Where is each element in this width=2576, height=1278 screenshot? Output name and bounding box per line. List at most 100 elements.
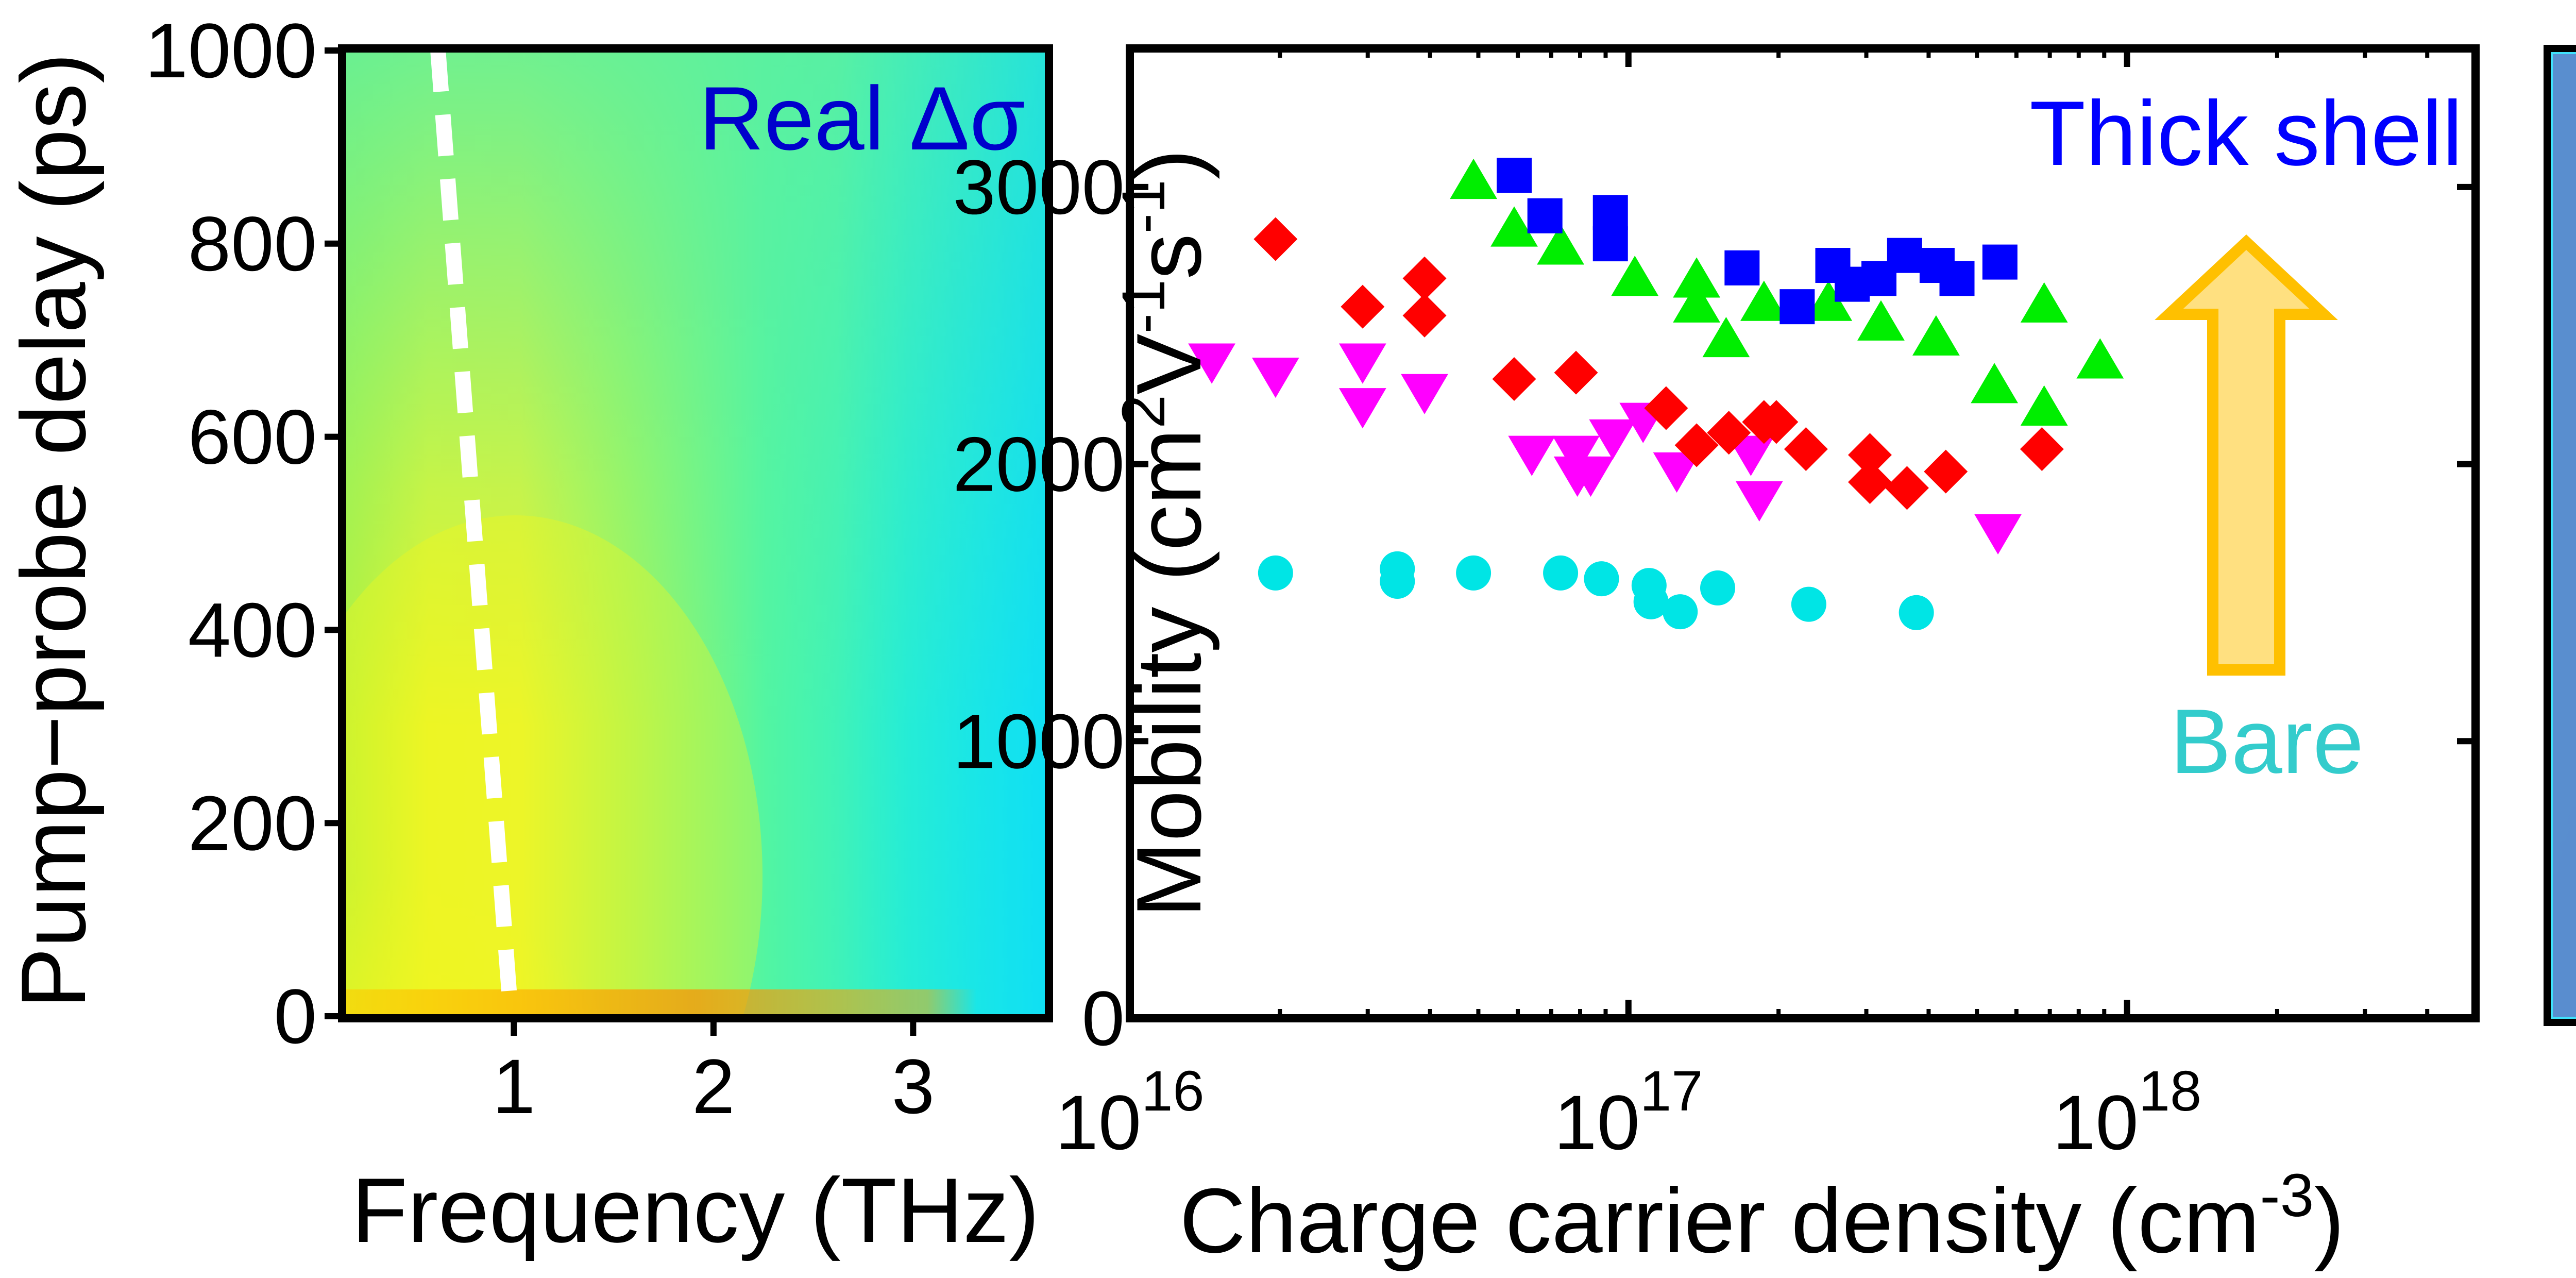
heatmap-annotation: Real Δσ (699, 69, 1025, 169)
data-point-circle (1700, 570, 1735, 606)
data-point-circle (1633, 584, 1669, 619)
y-tick-label: 1000 (145, 7, 317, 94)
data-point-triangle-down (1508, 435, 1556, 476)
series-shell-1 (1188, 343, 2022, 554)
mobility-scatter-panel: 1016 1017 1018 0 1000 2000 3000 Thick shell Ba… (953, 44, 2480, 1272)
data-point-square (1497, 158, 1532, 193)
data-point-diamond (1492, 357, 1536, 401)
data-point-diamond (1848, 433, 1892, 477)
data-point-diamond (1402, 256, 1447, 300)
x-tick-label: 3 (892, 1043, 935, 1130)
bare-to-thick-shell-arrow (2155, 234, 2338, 676)
annotation-bare: Bare (2170, 690, 2364, 793)
data-point-triangle-down (1727, 435, 1775, 476)
data-point-triangle-up (1537, 224, 1584, 265)
data-point-circle (1380, 564, 1415, 599)
data-point-square (1724, 250, 1760, 285)
data-point-triangle-up (1805, 280, 1853, 321)
data-point-triangle-up (1971, 363, 2019, 403)
series-bare (1258, 551, 1934, 630)
data-point-triangle-down (1567, 456, 1615, 497)
x-tick-label: 1016 (1055, 1060, 1204, 1166)
x-tick-label: 1 (493, 1043, 535, 1130)
data-point-triangle-down (1401, 374, 1448, 414)
y-tick-label: 0 (1082, 975, 1125, 1062)
data-point-square (1887, 238, 1922, 273)
data-point-triangle-up (1450, 158, 1497, 199)
data-point-triangle-down (1735, 481, 1783, 522)
x-tick-label: 1018 (2053, 1060, 2201, 1166)
sem-image (2550, 52, 2576, 1019)
data-point-diamond (1402, 293, 1447, 338)
data-point-triangle-up (2020, 282, 2068, 323)
y-tick-label: 1000 (953, 698, 1125, 784)
data-point-triangle-down (1338, 343, 1386, 384)
data-point-diamond (2020, 427, 2064, 472)
x-tick-label: 2 (692, 1043, 735, 1130)
y-tick-label: 3000 (953, 144, 1125, 230)
data-point-diamond (1341, 284, 1385, 329)
heatmap-x-label: Frequency (THz) (351, 1159, 1039, 1262)
data-point-triangle-down (1552, 435, 1600, 476)
series-shell-3 (1450, 158, 2124, 426)
data-point-diamond (1784, 427, 1828, 472)
data-point-square (1982, 244, 2018, 280)
data-point-diamond (1848, 460, 1892, 505)
data-point-circle (1456, 555, 1492, 591)
arrow-up-icon (2155, 234, 2338, 676)
sem-frame (2544, 45, 2576, 1026)
data-point-triangle-up (1490, 206, 1538, 247)
data-point-triangle-down (1974, 514, 2022, 554)
data-point-diamond (1253, 217, 1298, 261)
y-tick-label: 600 (188, 394, 317, 480)
y-tick-label: 2000 (953, 421, 1125, 508)
scatter-points (1188, 158, 2124, 630)
data-point-triangle-up (1912, 315, 1960, 356)
data-point-square (1592, 195, 1628, 230)
data-point-triangle-down (1251, 357, 1299, 398)
data-point-square (1527, 198, 1563, 233)
y-tick-label: 400 (188, 586, 317, 673)
data-point-diamond (1754, 400, 1799, 444)
scatter-ticks: 1016 1017 1018 0 1000 2000 3000 (953, 48, 2478, 1166)
sem-image-panel: 1 μm (2544, 45, 2576, 1026)
data-point-triangle-down (1338, 388, 1386, 429)
x-tick-label: 1017 (1554, 1060, 1703, 1166)
scatter-x-label: Charge carrier density (cm-3) (1179, 1162, 2344, 1272)
data-point-triangle-up (1857, 300, 1905, 341)
heatmap-y-label: Pump−probe delay (ps) (2, 53, 105, 1008)
heatmap-x-ticks: 1 2 3 (493, 1018, 935, 1130)
data-point-diamond (1707, 411, 1751, 455)
data-point-circle (1258, 555, 1293, 591)
data-point-triangle-up (1611, 256, 1659, 296)
data-point-diamond (1674, 423, 1719, 467)
data-point-triangle-up (1673, 282, 1720, 323)
data-point-triangle-up (1702, 316, 1750, 358)
data-point-circle (1543, 555, 1579, 591)
data-point-square (1780, 289, 1815, 325)
series-shell-2 (1253, 217, 2064, 510)
heatmap-frame (338, 44, 1053, 1022)
scatter-y-label: Mobility (cm2V-1s-1) (1110, 149, 1220, 918)
data-point-circle (1791, 586, 1826, 622)
data-point-triangle-up (1740, 280, 1788, 321)
scatter-frame (1126, 44, 2480, 1022)
dashed-peak-line (430, 49, 518, 1003)
y-tick-label: 0 (274, 973, 317, 1060)
data-point-triangle-down (1589, 419, 1637, 460)
heatmap-panel: 1 2 3 0 200 400 600 800 1000 Real Δσ Frequency … (2, 7, 1053, 1262)
data-point-circle (1899, 595, 1934, 630)
y-tick-label: 200 (188, 780, 317, 866)
data-point-triangle-down (1653, 452, 1701, 493)
data-point-diamond (1924, 449, 1968, 494)
data-point-circle (1663, 594, 1698, 630)
data-point-diamond (1885, 466, 1929, 510)
data-point-triangle-up (1673, 257, 1720, 298)
heatmap-image (344, 51, 1047, 1016)
y-tick-label: 800 (188, 200, 317, 287)
data-point-triangle-up (2020, 385, 2068, 426)
data-point-diamond (1644, 386, 1688, 430)
heatmap-y-ticks: 0 200 400 600 800 1000 (145, 7, 342, 1060)
series-thick-shell (1497, 158, 2018, 325)
